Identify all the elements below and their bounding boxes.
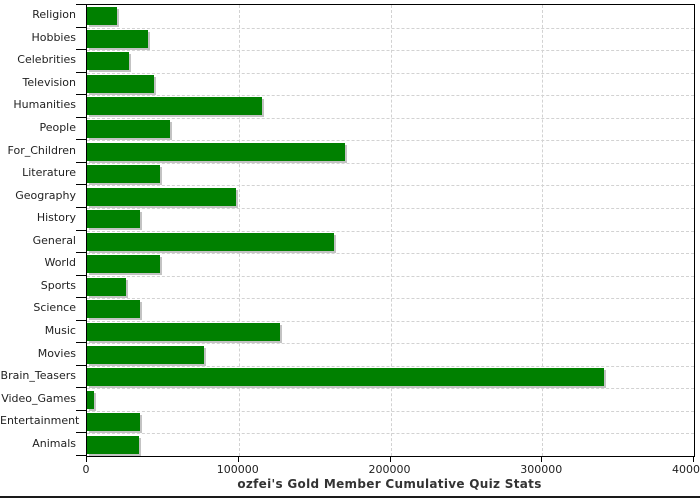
bar-religion — [87, 7, 118, 26]
bar-literature — [87, 165, 160, 184]
y-axis-tick — [76, 71, 86, 73]
y-axis-tick — [76, 4, 86, 5]
y-axis-tick — [76, 161, 86, 163]
bar-sports — [87, 277, 127, 296]
plot-area — [86, 4, 695, 457]
y-axis-tick — [76, 206, 86, 208]
bar-general — [87, 232, 335, 251]
horizontal-gridline — [87, 298, 694, 300]
chart-title: ozfei's Gold Member Cumulative Quiz Stat… — [237, 477, 542, 491]
horizontal-gridline — [87, 207, 694, 209]
y-axis-tick — [76, 455, 86, 456]
category-label: Literature — [22, 166, 76, 180]
horizontal-gridline — [87, 410, 694, 412]
bar-world — [87, 255, 160, 274]
bar-movies — [87, 345, 204, 364]
horizontal-gridline — [87, 162, 694, 164]
bar-television — [87, 74, 154, 93]
horizontal-gridline — [87, 95, 694, 97]
horizontal-gridline — [87, 388, 694, 390]
y-axis-tick — [76, 49, 86, 51]
bar-celebrities — [87, 52, 130, 71]
horizontal-gridline — [87, 253, 694, 255]
bar-history — [87, 210, 141, 229]
x-tick-label: 200000 — [368, 463, 411, 476]
horizontal-gridline — [87, 140, 694, 142]
y-axis-tick — [76, 364, 86, 366]
horizontal-gridline — [87, 27, 694, 29]
bar-brain_teasers — [87, 368, 605, 387]
x-tick-label: 0 — [82, 463, 90, 476]
x-tick-label: 400000 — [672, 463, 700, 476]
y-axis-tick — [76, 274, 86, 276]
y-axis-tick — [76, 387, 86, 389]
category-label: Science — [33, 301, 76, 315]
bar-entertainment — [87, 413, 141, 432]
x-axis-tick — [86, 456, 87, 462]
horizontal-gridline — [87, 230, 694, 232]
category-label: World — [44, 256, 76, 270]
category-label: Celebrities — [17, 53, 76, 67]
y-axis-tick — [76, 26, 86, 28]
category-label: Geography — [15, 188, 76, 202]
category-label: Religion — [32, 8, 76, 22]
category-label: Music — [44, 323, 76, 337]
x-axis-tick — [693, 456, 694, 462]
bar-hobbies — [87, 29, 148, 48]
horizontal-gridline — [87, 72, 694, 74]
x-axis-tick — [389, 456, 391, 462]
category-label: Brain_Teasers — [0, 369, 76, 383]
bar-animals — [87, 435, 139, 454]
x-tick-label: 300000 — [520, 463, 563, 476]
bar-humanities — [87, 97, 262, 116]
x-axis-tick — [541, 456, 543, 462]
horizontal-gridline — [87, 275, 694, 277]
bottom-border-rule — [0, 496, 700, 498]
category-label: Entertainment — [0, 414, 80, 428]
category-label: Television — [22, 75, 77, 89]
category-label: Hobbies — [31, 30, 76, 44]
y-axis-tick — [76, 116, 86, 118]
category-label: General — [32, 233, 76, 247]
y-axis-tick — [76, 184, 86, 186]
y-axis-tick — [76, 342, 86, 344]
horizontal-gridline — [87, 343, 694, 345]
category-label: For_Children — [7, 143, 76, 157]
y-axis-tick — [76, 409, 86, 411]
category-label: Sports — [40, 278, 76, 292]
y-axis-tick — [76, 94, 86, 96]
category-label: Video_Games — [1, 391, 76, 405]
category-label: History — [36, 211, 76, 225]
bar-geography — [87, 187, 236, 206]
category-label: Humanities — [13, 98, 76, 112]
category-label: Movies — [37, 346, 76, 360]
horizontal-gridline — [87, 320, 694, 322]
bar-video_games — [87, 390, 94, 409]
horizontal-gridline — [87, 365, 694, 367]
y-axis-tick — [76, 297, 86, 299]
x-axis-tick — [237, 456, 239, 462]
bar-science — [87, 300, 141, 319]
horizontal-gridline — [87, 185, 694, 187]
y-axis-tick — [76, 139, 86, 141]
bar-music — [87, 322, 280, 341]
y-axis-tick — [76, 432, 86, 434]
x-tick-label: 100000 — [216, 463, 259, 476]
y-axis-tick — [76, 252, 86, 254]
horizontal-gridline — [87, 117, 694, 119]
category-label: People — [39, 121, 76, 135]
category-label: Animals — [32, 436, 76, 450]
y-axis-tick — [76, 229, 86, 231]
horizontal-gridline — [87, 50, 694, 52]
y-axis-tick — [76, 319, 86, 321]
horizontal-gridline — [87, 433, 694, 435]
bar-for_children — [87, 142, 345, 161]
bar-people — [87, 120, 171, 139]
